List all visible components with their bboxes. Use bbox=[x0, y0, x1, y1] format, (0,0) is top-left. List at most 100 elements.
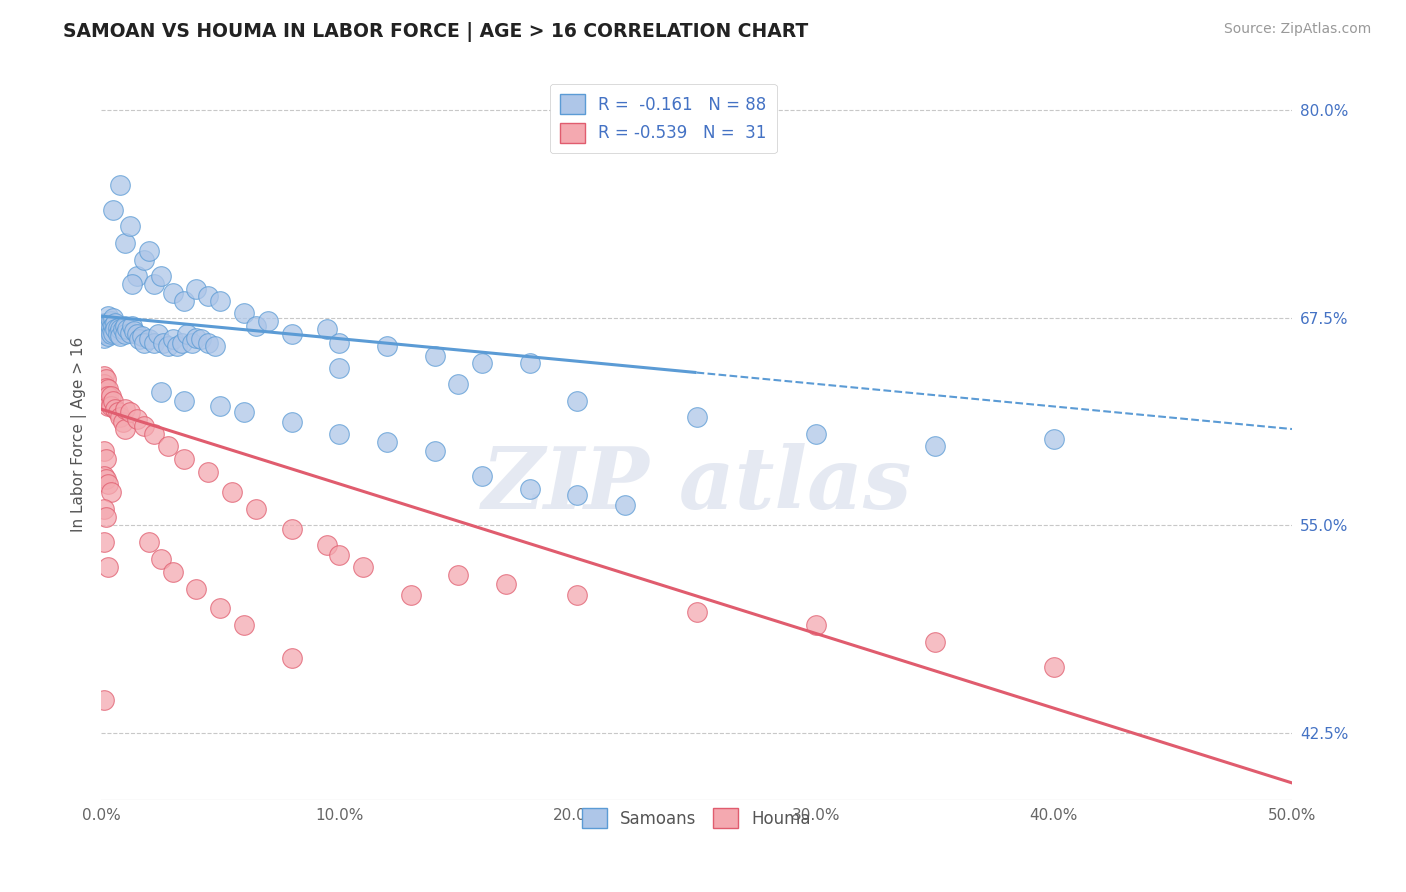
Point bbox=[204, 339, 226, 353]
Point bbox=[176, 327, 198, 342]
Point bbox=[108, 322, 131, 336]
Point bbox=[131, 329, 153, 343]
Text: ZIP atlas: ZIP atlas bbox=[481, 443, 911, 527]
Point bbox=[93, 377, 115, 392]
Point bbox=[93, 331, 115, 345]
Point bbox=[685, 605, 707, 619]
Point bbox=[100, 485, 122, 500]
Point bbox=[93, 368, 115, 383]
Point bbox=[97, 399, 120, 413]
Point bbox=[104, 402, 127, 417]
Point bbox=[118, 219, 141, 234]
Point bbox=[924, 634, 946, 648]
Point bbox=[114, 402, 136, 417]
Point bbox=[316, 538, 339, 552]
Point bbox=[97, 329, 120, 343]
Point bbox=[209, 294, 232, 309]
Point bbox=[107, 327, 129, 342]
Point bbox=[100, 327, 122, 342]
Point bbox=[108, 410, 131, 425]
Point bbox=[495, 576, 517, 591]
Point bbox=[97, 322, 120, 336]
Point bbox=[100, 314, 122, 328]
Point bbox=[152, 335, 174, 350]
Point bbox=[162, 565, 184, 579]
Point bbox=[114, 235, 136, 250]
Point bbox=[316, 322, 339, 336]
Point bbox=[328, 335, 350, 350]
Point bbox=[108, 178, 131, 192]
Point bbox=[1043, 659, 1066, 673]
Point bbox=[257, 314, 280, 328]
Point bbox=[186, 331, 208, 345]
Point bbox=[100, 320, 122, 334]
Point bbox=[197, 289, 219, 303]
Point bbox=[180, 335, 202, 350]
Point bbox=[93, 468, 115, 483]
Point bbox=[101, 202, 124, 217]
Point bbox=[111, 416, 134, 430]
Point bbox=[100, 389, 122, 403]
Point bbox=[142, 277, 165, 292]
Point bbox=[186, 283, 208, 297]
Point bbox=[142, 335, 165, 350]
Point bbox=[101, 326, 124, 340]
Point bbox=[132, 335, 155, 350]
Point bbox=[101, 310, 124, 325]
Point bbox=[567, 393, 589, 408]
Point bbox=[280, 416, 302, 430]
Point bbox=[138, 332, 160, 346]
Point bbox=[519, 482, 541, 496]
Point bbox=[93, 322, 115, 336]
Point bbox=[132, 418, 155, 433]
Point bbox=[93, 320, 115, 334]
Point bbox=[100, 399, 122, 413]
Point bbox=[97, 560, 120, 574]
Point bbox=[121, 319, 143, 334]
Point bbox=[93, 385, 115, 400]
Point bbox=[93, 443, 115, 458]
Point bbox=[148, 327, 170, 342]
Point bbox=[132, 252, 155, 267]
Point bbox=[94, 452, 117, 467]
Point bbox=[108, 329, 131, 343]
Point bbox=[101, 319, 124, 334]
Point bbox=[375, 339, 398, 353]
Point bbox=[614, 499, 637, 513]
Point bbox=[93, 327, 115, 342]
Point bbox=[111, 322, 134, 336]
Point bbox=[107, 405, 129, 419]
Point bbox=[93, 535, 115, 549]
Point bbox=[118, 405, 141, 419]
Point bbox=[328, 360, 350, 375]
Point bbox=[280, 327, 302, 342]
Point bbox=[162, 332, 184, 346]
Point bbox=[125, 269, 148, 284]
Point bbox=[423, 349, 446, 363]
Point bbox=[519, 355, 541, 369]
Point bbox=[280, 522, 302, 536]
Point bbox=[804, 618, 827, 632]
Point bbox=[166, 339, 188, 353]
Point bbox=[94, 380, 117, 394]
Point bbox=[125, 412, 148, 426]
Point bbox=[328, 427, 350, 442]
Point bbox=[280, 651, 302, 665]
Legend: Samoans, Houma: Samoans, Houma bbox=[575, 801, 818, 835]
Point bbox=[128, 332, 150, 346]
Point bbox=[124, 324, 146, 338]
Point bbox=[233, 405, 256, 419]
Point bbox=[190, 332, 212, 346]
Point bbox=[94, 389, 117, 403]
Point bbox=[197, 335, 219, 350]
Point bbox=[142, 427, 165, 442]
Point bbox=[117, 322, 139, 336]
Point bbox=[173, 452, 195, 467]
Point bbox=[245, 501, 267, 516]
Point bbox=[97, 382, 120, 396]
Point bbox=[471, 468, 494, 483]
Point bbox=[107, 320, 129, 334]
Point bbox=[1043, 432, 1066, 446]
Point bbox=[209, 399, 232, 413]
Point bbox=[97, 309, 120, 323]
